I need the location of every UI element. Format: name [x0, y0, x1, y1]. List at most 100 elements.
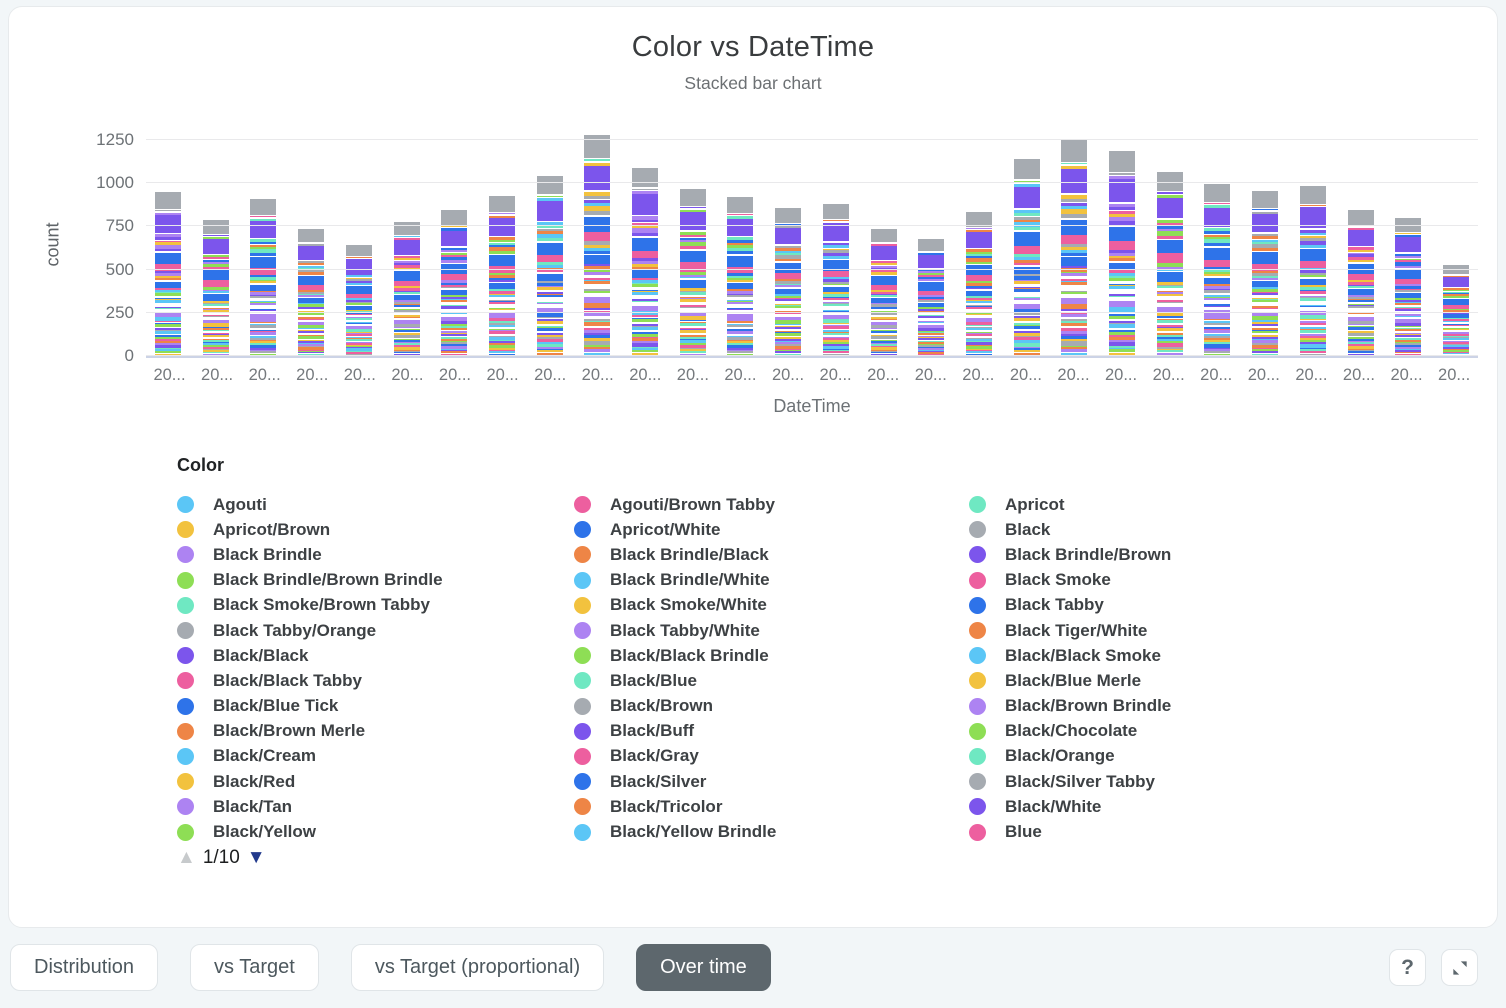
bar-segment [441, 289, 468, 296]
stacked-bar[interactable] [1395, 218, 1422, 356]
bar-segment [298, 242, 325, 244]
legend-item[interactable]: Black/Tan [177, 797, 574, 817]
stacked-bar[interactable] [632, 168, 659, 356]
expand-button[interactable] [1441, 949, 1478, 986]
view-button-over-time[interactable]: Over time [636, 944, 771, 991]
stacked-bar[interactable] [250, 199, 277, 356]
bar-segment [918, 253, 945, 256]
stacked-bar[interactable] [1109, 150, 1136, 356]
legend-item[interactable]: Black/White [969, 797, 1467, 817]
legend-item[interactable]: Black/Black Tabby [177, 671, 574, 691]
legend-item[interactable]: Black/Yellow [177, 822, 574, 841]
stacked-bar[interactable] [1061, 139, 1088, 356]
legend-item[interactable]: Black/Orange [969, 746, 1467, 766]
bar-segment [1061, 203, 1088, 206]
stacked-bar[interactable] [345, 245, 372, 356]
help-button[interactable]: ? [1389, 949, 1426, 986]
stacked-bar[interactable] [822, 203, 849, 356]
bar-segment [536, 341, 563, 344]
legend-item[interactable]: Black/Cream [177, 746, 574, 766]
legend-item[interactable]: Black Brindle/Brown Brindle [177, 570, 574, 590]
bar-segment [822, 279, 849, 282]
legend-item[interactable]: Apricot [969, 495, 1467, 515]
stacked-bar[interactable] [918, 238, 945, 356]
legend-item[interactable]: Blue [969, 822, 1467, 841]
legend-item[interactable]: Black/Chocolate [969, 721, 1467, 741]
legend-item[interactable]: Black/Brown Merle [177, 721, 574, 741]
legend-item[interactable]: Black Tiger/White [969, 621, 1467, 641]
legend-item[interactable]: Black/Black Smoke [969, 646, 1467, 666]
bar-gap [965, 353, 992, 354]
stacked-bar[interactable] [1347, 209, 1374, 356]
bar-gap [918, 252, 945, 254]
bar-segment [584, 280, 611, 285]
legend-item[interactable]: Black/Blue [574, 671, 969, 691]
stacked-bar[interactable] [536, 175, 563, 356]
view-button-vs-target[interactable]: vs Target [190, 944, 319, 991]
stacked-bar[interactable] [441, 210, 468, 356]
bar-segment [441, 260, 468, 263]
legend-item[interactable]: Agouti [177, 495, 574, 515]
legend-page-up-icon[interactable]: ▲ [177, 847, 196, 868]
bar-segment [822, 348, 849, 350]
legend-item[interactable]: Black/Tricolor [574, 797, 969, 817]
stacked-bar[interactable] [1442, 264, 1469, 356]
legend-item[interactable]: Black Smoke/Brown Tabby [177, 595, 574, 615]
stacked-bar[interactable] [202, 219, 229, 356]
stacked-bar[interactable] [775, 207, 802, 356]
bar-segment [1013, 298, 1040, 300]
legend-item[interactable]: Black Smoke/White [574, 595, 969, 615]
stacked-bar[interactable] [1013, 159, 1040, 356]
bar-segment [488, 307, 515, 310]
legend-item[interactable]: Black [969, 520, 1467, 540]
bar-segment [679, 288, 706, 292]
view-button-distribution[interactable]: Distribution [10, 944, 159, 991]
stacked-bar[interactable] [393, 221, 420, 356]
legend-item-label: Black/Cream [213, 746, 317, 766]
legend-item[interactable]: Black Brindle [177, 545, 574, 565]
legend-item[interactable]: Black/Brown Brindle [969, 696, 1467, 716]
stacked-bar[interactable] [298, 228, 325, 356]
stacked-bar[interactable] [870, 228, 897, 356]
legend-item[interactable]: Black/Silver [574, 772, 969, 792]
stacked-bar[interactable] [1156, 172, 1183, 356]
stacked-bar[interactable] [727, 196, 754, 356]
legend-item[interactable]: Black/Black [177, 646, 574, 666]
legend-item[interactable]: Black/Black Brindle [574, 646, 969, 666]
legend-item[interactable]: Black/Brown [574, 696, 969, 716]
legend-page-down-icon[interactable]: ▼ [246, 847, 266, 868]
stacked-bar[interactable] [965, 212, 992, 356]
legend-item[interactable]: Black Tabby/Orange [177, 621, 574, 641]
bar-segment [1442, 324, 1469, 327]
stacked-bar[interactable] [584, 135, 611, 356]
legend-item[interactable]: Black/Yellow Brindle [574, 822, 969, 841]
legend-item[interactable]: Black/Blue Tick [177, 696, 574, 716]
stacked-bar[interactable] [679, 188, 706, 356]
bar-segment [584, 335, 611, 339]
legend-item[interactable]: Black/Red [177, 772, 574, 792]
bar-segment [298, 293, 325, 296]
bar-segment [679, 246, 706, 250]
legend-item[interactable]: Black Brindle/Black [574, 545, 969, 565]
legend-item[interactable]: Black Smoke [969, 570, 1467, 590]
legend-item[interactable]: Black Brindle/Brown [969, 545, 1467, 565]
stacked-bar[interactable] [1252, 191, 1279, 356]
legend-item[interactable]: Apricot/White [574, 520, 969, 540]
legend-item[interactable]: Black Brindle/White [574, 570, 969, 590]
legend-item[interactable]: Black/Buff [574, 721, 969, 741]
legend-item[interactable]: Black/Blue Merle [969, 671, 1467, 691]
bar-segment [298, 263, 325, 266]
legend-item[interactable]: Apricot/Brown [177, 520, 574, 540]
legend-item[interactable]: Black/Gray [574, 746, 969, 766]
stacked-bar[interactable] [1299, 186, 1326, 356]
bar-segment [298, 335, 325, 337]
legend-item[interactable]: Black Tabby/White [574, 621, 969, 641]
stacked-bar[interactable] [155, 192, 181, 356]
corner-actions: ? [1389, 949, 1478, 986]
legend-item[interactable]: Agouti/Brown Tabby [574, 495, 969, 515]
legend-item[interactable]: Black/Silver Tabby [969, 772, 1467, 792]
stacked-bar[interactable] [1204, 184, 1231, 356]
view-button-vs-target-proportional[interactable]: vs Target (proportional) [350, 944, 605, 991]
stacked-bar[interactable] [488, 195, 515, 356]
legend-item[interactable]: Black Tabby [969, 595, 1467, 615]
